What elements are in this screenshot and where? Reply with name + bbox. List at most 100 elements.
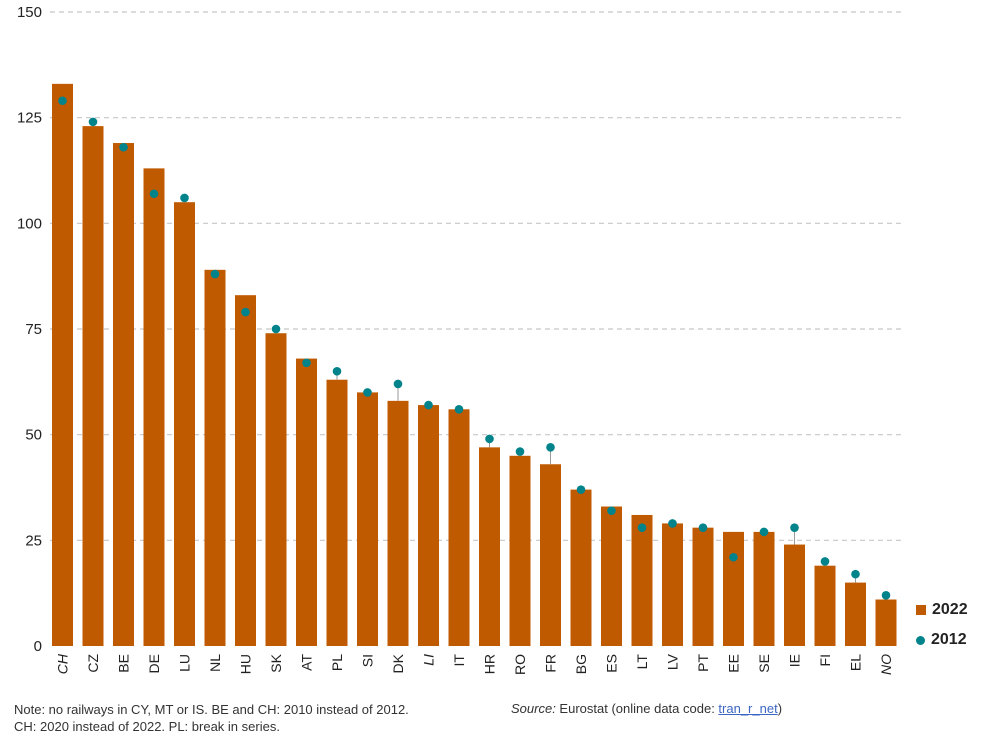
x-tick-label: HU	[238, 654, 254, 674]
dot-si	[363, 388, 372, 397]
dot-nl	[210, 269, 220, 279]
bar-se	[753, 531, 775, 646]
bar-fi	[814, 565, 836, 646]
dot-it	[454, 405, 464, 414]
dot-sk	[271, 324, 281, 334]
y-axis-ticks: 0 25 50 75 100 125 150	[17, 4, 42, 655]
legend-swatch-bar	[916, 605, 926, 615]
dot-lt	[637, 523, 647, 532]
bar-si	[357, 392, 378, 646]
x-tick-label: NL	[207, 654, 223, 672]
dot-se	[759, 527, 769, 537]
x-tick-label: LV	[665, 653, 681, 670]
y-tick-label: 0	[34, 638, 42, 655]
dot-ch	[58, 96, 67, 106]
source-label: Source:	[511, 701, 556, 716]
x-tick-label: HR	[482, 654, 498, 674]
x-tick-label: SI	[360, 654, 376, 667]
dot-es	[607, 506, 616, 516]
bar-hu	[235, 295, 256, 646]
bars-2022	[52, 83, 897, 647]
x-tick-label: DK	[390, 653, 406, 673]
dot-pl	[332, 366, 342, 376]
dot-li	[424, 400, 433, 410]
x-tick-label: NO	[878, 654, 894, 675]
bar-pl	[326, 379, 348, 646]
bar-dk	[387, 400, 409, 646]
source-close: )	[777, 701, 783, 716]
legend-swatch-dot	[916, 635, 925, 645]
legend-label-2022: 2022	[932, 601, 968, 618]
chart-notes: Note: no railways in CY, MT or IS. BE an…	[14, 701, 409, 735]
x-tick-label: EL	[848, 654, 864, 671]
source-data-code-link[interactable]: tran_r_net	[718, 701, 778, 716]
bar-be	[113, 143, 134, 646]
legend-item-2022: 2022	[916, 601, 968, 619]
dot-de	[149, 189, 159, 199]
bar-ee	[723, 531, 744, 646]
y-tick-label: 50	[25, 427, 42, 444]
bar-li	[418, 405, 439, 646]
dot-ro	[515, 447, 525, 456]
x-tick-label: BE	[116, 654, 132, 673]
bar-at	[296, 358, 317, 646]
legend-label-2012: 2012	[931, 631, 967, 648]
dot-ee	[729, 552, 738, 562]
dot-at	[302, 358, 311, 368]
x-tick-label: SE	[756, 654, 772, 673]
note-line-1: Note: no railways in CY, MT or IS. BE an…	[14, 702, 409, 717]
x-tick-label: LT	[634, 654, 650, 670]
x-axis-ticks: CH CZ BE DE LU NL HU SK AT PL SI DK LI IT HR RO FR BG ES LT…	[55, 653, 895, 675]
bar-ch	[52, 83, 73, 646]
bar-hr	[479, 447, 500, 646]
dot-pt	[698, 523, 708, 532]
dot-fr	[546, 443, 555, 452]
bar-el	[845, 582, 866, 646]
bar-it	[448, 409, 470, 646]
x-tick-label: CZ	[85, 654, 101, 673]
source-text: Eurostat (online data code:	[555, 701, 719, 716]
dot-dk	[393, 379, 403, 389]
x-tick-label: EE	[726, 654, 742, 673]
x-tick-label: DE	[146, 654, 162, 673]
bar-lt	[631, 514, 653, 646]
bar-pt	[692, 527, 714, 646]
y-tick-label: 75	[25, 321, 42, 338]
bar-lu	[174, 202, 195, 646]
dot-no	[881, 590, 891, 600]
x-tick-label: LI	[421, 654, 437, 666]
x-tick-label: LU	[177, 654, 193, 672]
dot-bg	[576, 485, 586, 494]
bar-lv	[662, 523, 683, 646]
y-tick-label: 150	[17, 4, 42, 21]
x-tick-label: AT	[299, 654, 315, 671]
dot-hu	[241, 307, 250, 317]
bar-no	[875, 599, 897, 646]
x-tick-label: RO	[512, 654, 528, 675]
x-tick-label: PT	[695, 654, 711, 672]
bar-cz	[82, 126, 104, 647]
y-tick-label: 125	[17, 110, 42, 127]
dot-lu	[180, 193, 189, 203]
bar-ro	[509, 455, 531, 646]
bar-sk	[265, 333, 287, 646]
x-tick-label: ES	[604, 654, 620, 673]
y-tick-label: 100	[17, 215, 42, 232]
bar-fr	[540, 464, 561, 646]
legend-item-2012: 2012	[916, 631, 967, 649]
dot-be	[119, 142, 128, 152]
x-tick-label: IE	[787, 654, 803, 667]
dot-el	[851, 569, 860, 579]
y-tick-label: 25	[25, 532, 42, 549]
x-tick-label: IT	[451, 654, 467, 667]
x-tick-label: FR	[543, 654, 559, 673]
bar-bg	[570, 489, 592, 646]
bar-es	[601, 506, 622, 646]
dot-ie	[790, 523, 799, 532]
x-tick-label: BG	[573, 654, 589, 674]
dot-lv	[668, 519, 677, 528]
dot-fi	[820, 557, 830, 566]
bar-de	[143, 168, 165, 647]
x-tick-label: FI	[817, 654, 833, 666]
x-tick-label: CH	[55, 653, 71, 674]
